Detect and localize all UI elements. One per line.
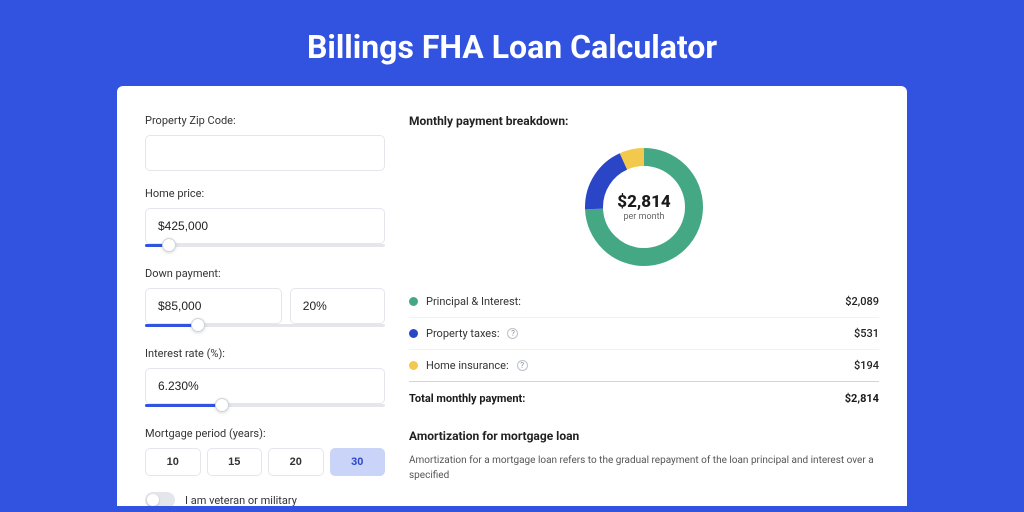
down-payment-amount-input[interactable] bbox=[145, 288, 282, 324]
help-icon[interactable]: ? bbox=[517, 360, 528, 371]
veteran-toggle-row: I am veteran or military bbox=[145, 492, 385, 506]
amortization-text: Amortization for a mortgage loan refers … bbox=[409, 453, 879, 483]
calculator-card: Property Zip Code: Home price: Down paym… bbox=[117, 86, 907, 506]
interest-rate-slider-thumb[interactable] bbox=[215, 398, 229, 412]
mortgage-period-option-20[interactable]: 20 bbox=[268, 448, 324, 476]
home-price-slider-thumb[interactable] bbox=[162, 238, 176, 252]
mortgage-period-option-10[interactable]: 10 bbox=[145, 448, 201, 476]
mortgage-period-option-15[interactable]: 15 bbox=[207, 448, 263, 476]
mortgage-period-label: Mortgage period (years): bbox=[145, 427, 385, 440]
zip-input[interactable] bbox=[145, 135, 385, 171]
down-payment-slider[interactable] bbox=[145, 321, 385, 335]
legend-value: $531 bbox=[854, 327, 879, 340]
donut-chart-wrap: $2,814 per month bbox=[409, 142, 879, 272]
mortgage-period-option-30[interactable]: 30 bbox=[330, 448, 386, 476]
interest-rate-label: Interest rate (%): bbox=[145, 347, 385, 360]
donut-chart: $2,814 per month bbox=[579, 142, 709, 272]
legend-label: Property taxes: bbox=[426, 327, 499, 340]
legend-value: $194 bbox=[854, 359, 879, 372]
legend-row: Principal & Interest: $2,089 bbox=[409, 286, 879, 318]
legend-label: Home insurance: bbox=[426, 359, 509, 372]
mortgage-period-options: 10152030 bbox=[145, 448, 385, 476]
down-payment-label: Down payment: bbox=[145, 267, 385, 280]
amortization-title: Amortization for mortgage loan bbox=[409, 429, 879, 443]
page-title: Billings FHA Loan Calculator bbox=[0, 0, 1024, 86]
breakdown-column: Monthly payment breakdown: $2,814 per mo… bbox=[409, 114, 879, 506]
legend-value: $2,089 bbox=[845, 295, 879, 308]
zip-field: Property Zip Code: bbox=[145, 114, 385, 171]
home-price-label: Home price: bbox=[145, 187, 385, 200]
home-price-input[interactable] bbox=[145, 208, 385, 244]
veteran-toggle[interactable] bbox=[145, 492, 175, 506]
zip-label: Property Zip Code: bbox=[145, 114, 385, 127]
legend-row: Home insurance:? $194 bbox=[409, 350, 879, 382]
legend: Principal & Interest: $2,089 Property taxe… bbox=[409, 286, 879, 382]
interest-rate-slider[interactable] bbox=[145, 401, 385, 415]
home-price-slider[interactable] bbox=[145, 241, 385, 255]
down-payment-percent-input[interactable] bbox=[290, 288, 385, 324]
legend-dot bbox=[409, 329, 418, 338]
legend-row: Property taxes:? $531 bbox=[409, 318, 879, 350]
donut-center-amount: $2,814 bbox=[617, 192, 670, 212]
down-payment-slider-thumb[interactable] bbox=[191, 318, 205, 332]
inputs-column: Property Zip Code: Home price: Down paym… bbox=[145, 114, 385, 506]
home-price-field: Home price: bbox=[145, 187, 385, 255]
help-icon[interactable]: ? bbox=[507, 328, 518, 339]
interest-rate-input[interactable] bbox=[145, 368, 385, 404]
down-payment-field: Down payment: bbox=[145, 267, 385, 335]
total-value: $2,814 bbox=[845, 392, 879, 405]
legend-dot bbox=[409, 361, 418, 370]
total-row: Total monthly payment: $2,814 bbox=[409, 382, 879, 419]
legend-label: Principal & Interest: bbox=[426, 295, 521, 308]
mortgage-period-field: Mortgage period (years): 10152030 bbox=[145, 427, 385, 476]
donut-center-sub: per month bbox=[623, 212, 664, 222]
legend-dot bbox=[409, 297, 418, 306]
veteran-toggle-label: I am veteran or military bbox=[185, 494, 297, 507]
interest-rate-field: Interest rate (%): bbox=[145, 347, 385, 415]
breakdown-title: Monthly payment breakdown: bbox=[409, 114, 879, 128]
total-label: Total monthly payment: bbox=[409, 392, 525, 405]
